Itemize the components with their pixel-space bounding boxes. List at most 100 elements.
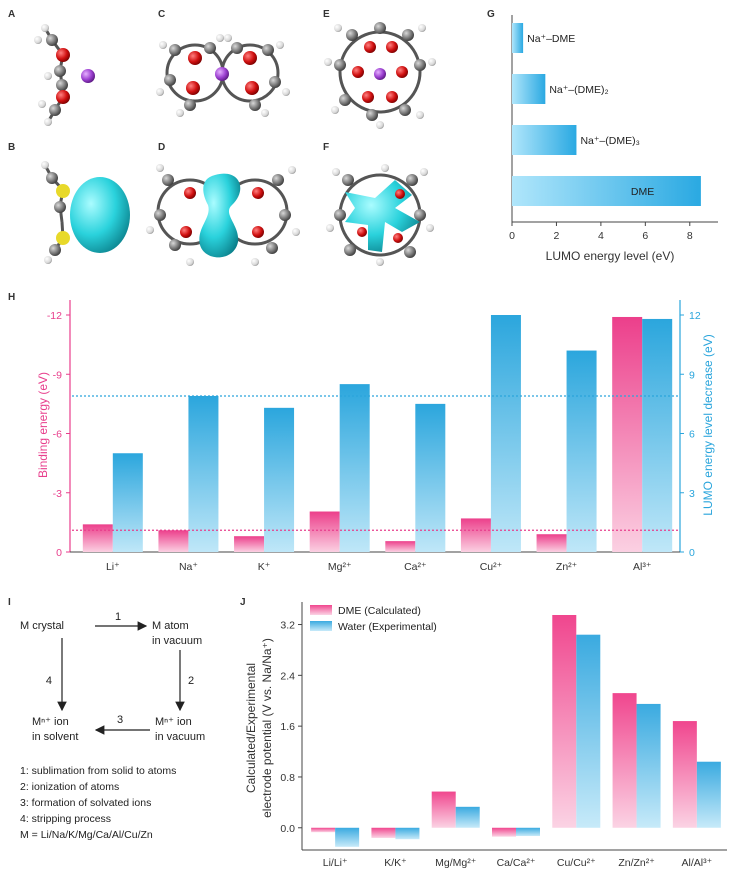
chart-j-category-label: Ca/Ca²⁺: [497, 857, 536, 869]
chart-h-category-label: Zn²⁺: [556, 561, 577, 573]
chart-h-bar-binding: [158, 530, 189, 552]
chart-h-bar-lumo: [490, 315, 521, 552]
cycle-note-4: 4: stripping process: [20, 813, 111, 825]
chart-h-bar-binding: [536, 534, 567, 552]
chart-j-bar-water: [455, 806, 480, 828]
thermo-cycle: M crystal M atom in vacuum Mⁿ⁺ ion in va…: [20, 611, 205, 841]
molecule-na-dme: [34, 24, 95, 126]
panel-label-a: A: [8, 9, 15, 20]
panel-label-b: B: [8, 142, 15, 153]
chart-h-ytick-left-label: -12: [47, 310, 62, 322]
chart-h-ytick-right-label: 9: [689, 369, 695, 381]
panel-label-f: F: [323, 142, 329, 153]
chart-h-ytick-right-label: 12: [689, 310, 701, 322]
chart-h-binding-energy: Binding energy (eV) LUMO energy level de…: [36, 300, 715, 573]
lumo-surface: [70, 177, 130, 253]
lumo-na-dme: [41, 161, 130, 264]
chart-j-category-label: Zn/Zn²⁺: [618, 857, 654, 869]
chart-h-category-label: Mg²⁺: [328, 561, 352, 573]
chart-j-electrode-potential: Calculated/Experimental electrode potent…: [244, 602, 727, 869]
sodium-ion: [81, 69, 95, 83]
chart-g-xlabel: LUMO energy level (eV): [546, 249, 675, 263]
chart-g-bar: [512, 74, 546, 104]
chart-j-bar-dme: [431, 791, 456, 828]
chart-g-xtick-label: 2: [554, 230, 560, 242]
chart-j-category-label: Li/Li⁺: [323, 857, 348, 869]
chart-j-bar-dme: [371, 827, 396, 838]
cycle-node-m-atom: M atom: [152, 620, 189, 632]
cycle-node-ion-solvent-line2: in solvent: [32, 731, 78, 743]
chart-j-bar-water: [636, 703, 661, 828]
cycle-note-1: 1: sublimation from solid to atoms: [20, 765, 176, 777]
chart-g-bar-label: DME: [631, 186, 654, 198]
chart-h-ytick-left-label: -6: [53, 429, 62, 441]
chart-j-category-label: Cu/Cu²⁺: [557, 857, 596, 869]
chart-j-ytick-label: 0.8: [280, 772, 295, 784]
panel-label-e: E: [323, 9, 330, 20]
chart-h-bar-lumo: [642, 318, 673, 552]
chart-h-bar-lumo: [188, 395, 219, 552]
chart-j-bar-dme: [311, 827, 336, 833]
chart-h-bar-lumo: [112, 453, 143, 552]
cycle-note-3: 3: formation of solvated ions: [20, 797, 151, 809]
chart-g-bar: [512, 23, 524, 53]
chart-g-bar-label: Na⁺–(DME)₃: [580, 135, 639, 147]
cycle-node-ion-vacuum-line2: in vacuum: [155, 731, 205, 743]
chart-g-bar-label: Na⁺–(DME)₂: [549, 84, 608, 96]
chart-h-ytick-right-label: 0: [689, 547, 695, 559]
cycle-note-2: 2: ionization of atoms: [20, 781, 119, 793]
chart-j-ylabel-2: electrode potential (V vs. Na/Na⁺): [260, 638, 274, 818]
chart-h-ytick-left-label: -3: [53, 488, 62, 500]
chart-g-lumo-energy: LUMO energy level (eV) Na⁺–DME Na⁺–(DME)₂…: [509, 15, 718, 263]
chart-h-bar-lumo: [339, 384, 370, 552]
lumo-na-dme3: [326, 164, 434, 266]
chart-j-category-label: Mg/Mg²⁺: [435, 857, 476, 869]
cycle-step-3: 3: [117, 714, 123, 726]
chart-j-legend-water: Water (Experimental): [338, 621, 437, 633]
chart-j-ytick-label: 0.0: [280, 823, 295, 835]
chart-h-bar-lumo: [264, 407, 295, 552]
chart-h-bar-binding: [82, 524, 113, 552]
chart-j-bar-water: [696, 761, 721, 828]
chart-h-ytick-right-label: 6: [689, 429, 695, 441]
chart-h-category-label: Na⁺: [179, 561, 198, 573]
chart-j-bar-water: [516, 827, 540, 837]
chart-j-category-label: K/K⁺: [384, 857, 406, 869]
chart-j-ytick-label: 1.6: [280, 721, 295, 733]
chart-h-ytick-left-label: 0: [56, 547, 62, 559]
cycle-node-ion-vacuum: Mⁿ⁺ ion: [155, 716, 192, 728]
chart-h-bar-binding: [612, 316, 643, 552]
cycle-node-ion-solvent: Mⁿ⁺ ion: [32, 716, 69, 728]
panel-label-h: H: [8, 292, 15, 303]
chart-h-bar-binding: [309, 511, 340, 552]
chart-j-ytick-label: 2.4: [280, 670, 295, 682]
chart-h-ytick-left-label: -9: [53, 369, 62, 381]
chart-j-ytick-label: 3.2: [280, 620, 295, 632]
chart-g-bar: [512, 125, 577, 155]
chart-j-category-label: Al/Al³⁺: [682, 857, 713, 869]
panel-label-g: G: [487, 9, 495, 20]
cycle-step-4: 4: [46, 675, 52, 687]
chart-j-bar-water: [576, 634, 601, 828]
chart-j-bar-water: [395, 827, 420, 840]
cycle-step-2: 2: [188, 675, 194, 687]
cycle-node-m-crystal: M crystal: [20, 620, 64, 632]
panel-label-d: D: [158, 142, 165, 153]
chart-g-bar-label: Na⁺–DME: [527, 33, 575, 45]
cycle-node-m-atom-vacuum: in vacuum: [152, 635, 202, 647]
molecule-na-dme2: [156, 34, 290, 117]
lumo-na-dme2: [146, 164, 300, 266]
chart-h-bar-lumo: [415, 403, 446, 552]
chart-g-xtick-label: 8: [687, 230, 693, 242]
chart-h-ylabel-right: LUMO energy level decrease (eV): [701, 334, 715, 515]
chart-g-xtick-label: 4: [598, 230, 604, 242]
chart-j-bar-dme: [612, 693, 637, 828]
chart-j-bar-dme: [552, 615, 577, 828]
chart-h-category-label: Cu²⁺: [480, 561, 502, 573]
chart-h-category-label: K⁺: [258, 561, 271, 573]
chart-h-bar-binding: [385, 541, 416, 552]
panel-label-c: C: [158, 9, 165, 20]
cycle-step-1: 1: [115, 611, 121, 623]
chart-j-bar-dme: [672, 721, 697, 828]
